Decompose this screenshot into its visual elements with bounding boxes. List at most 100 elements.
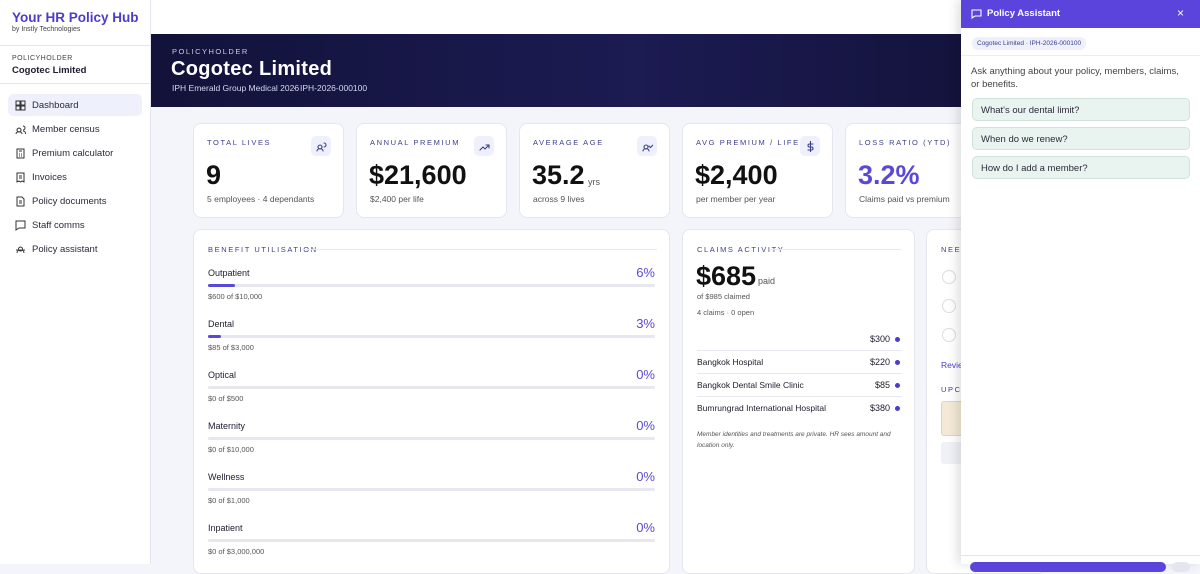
nav-item[interactable]: Premium calculator [8, 142, 142, 164]
benefit-percent: 0% [636, 469, 655, 484]
nav-icon [15, 100, 26, 111]
claim-provider: Bangkok Dental Smile Clinic [697, 380, 804, 390]
status-dot [942, 299, 956, 313]
progress-track [208, 335, 655, 338]
byline: by Instly Technologies [12, 26, 81, 33]
assistant-title: Policy Assistant [987, 8, 1061, 19]
kpi-sub: Claims paid vs premium [859, 194, 950, 204]
kpi-label: LOSS RATIO (YTD) [859, 138, 952, 147]
icon [641, 143, 653, 152]
benefit-name: Dental [208, 319, 235, 329]
icon-path [806, 140, 814, 152]
divider [961, 55, 1200, 56]
status-dot [895, 383, 900, 388]
suggestion-button[interactable]: How do I add a member? [972, 156, 1190, 179]
header-title: Cogotec Limited [171, 58, 333, 80]
claim-provider: Bumrungrad International Hospital [697, 403, 826, 413]
benefit-percent: 0% [636, 520, 655, 535]
benefit-percent: 0% [636, 367, 655, 382]
nav-icon [16, 172, 25, 183]
benefit-name: Inpatient [208, 523, 243, 533]
benefit-detail: $0 of $10,000 [208, 445, 254, 454]
kpi-label: ANNUAL PREMIUM [370, 138, 461, 147]
icon [478, 143, 490, 151]
icon-path [315, 141, 327, 152]
kpi-label: AVERAGE AGE [533, 138, 604, 147]
kpi-card: AVERAGE AGE 35.2 yrs across 9 lives [519, 123, 670, 218]
context-chip: Cogotec Limited · IPH-2026-000100 [972, 37, 1087, 50]
kpi-value: 3.2% [858, 160, 920, 190]
kpi-sub: $2,400 per life [370, 194, 424, 204]
kpi-value: $21,600 [369, 160, 467, 190]
assistant-header [961, 0, 1200, 28]
header-band: POLICYHOLDER Cogotec Limited IPH Emerald… [151, 34, 961, 107]
header-plan: IPH Emerald Group Medical 2026 [172, 83, 300, 93]
kpi-card: ANNUAL PREMIUM $21,600 $2,400 per life [356, 123, 507, 218]
status-dot [942, 270, 956, 284]
nav-icon [16, 246, 25, 254]
claims-counts: 4 claims · 0 open [697, 308, 755, 317]
assistant-panel: Policy Assistant × Cogotec Limited · IPH… [961, 0, 1200, 572]
nav-item[interactable]: Invoices [8, 166, 142, 188]
nav-item[interactable]: Dashboard [8, 94, 142, 116]
divider [0, 45, 150, 46]
claim-provider: Bangkok Hospital [697, 357, 764, 367]
top-bar [151, 0, 961, 34]
kpi-value: $2,400 [695, 160, 778, 190]
nav-item[interactable]: Policy documents [8, 190, 142, 212]
status-dot [942, 328, 956, 342]
nav-item[interactable]: Policy assistant [8, 238, 142, 260]
header-separator: · [293, 83, 296, 93]
kpi-sub: 5 employees · 4 dependants [207, 194, 315, 204]
benefit-detail: $0 of $500 [208, 394, 244, 403]
nav-icon [15, 220, 26, 231]
nav-item[interactable]: Staff comms [8, 214, 142, 236]
kpi-value: 9 [206, 160, 222, 190]
claim-amount: $220 [869, 357, 890, 367]
kpi-icon [637, 136, 657, 156]
benefit-name: Optical [208, 370, 237, 380]
row-divider [697, 396, 902, 397]
suggestion-button[interactable]: What's our dental limit? [972, 98, 1190, 121]
progress-fill [208, 335, 222, 338]
divider [961, 555, 1200, 556]
progress-track [208, 488, 655, 491]
benefit-title: BENEFIT UTILISATION [208, 245, 318, 254]
progress-track [208, 437, 655, 440]
nav-icon [15, 125, 26, 135]
nav-icon [16, 148, 25, 159]
benefit-detail: $0 of $3,000,000 [208, 547, 265, 556]
row-divider [697, 373, 902, 374]
rule [302, 249, 657, 250]
rule [771, 249, 901, 250]
divider [0, 83, 150, 84]
kpi-icon [800, 136, 820, 156]
progress-track [208, 284, 655, 287]
kpi-sub: per member per year [696, 194, 776, 204]
claims-title: CLAIMS ACTIVITY [697, 245, 785, 254]
benefit-percent: 0% [636, 418, 655, 433]
benefit-detail: $600 of $10,000 [208, 292, 263, 301]
icon-path [641, 143, 653, 152]
claims-claimed: of $985 claimed [697, 292, 750, 301]
benefit-detail: $85 of $3,000 [208, 343, 254, 352]
nav-item[interactable]: Member census [8, 118, 142, 140]
benefit-percent: 3% [636, 316, 655, 331]
progress-track [208, 539, 655, 542]
kpi-label: TOTAL LIVES [207, 138, 272, 147]
icon [315, 141, 327, 152]
status-dot [895, 337, 900, 342]
claim-amount: $85 [874, 380, 890, 390]
benefit-percent: 6% [636, 265, 655, 280]
nav-icon [16, 196, 25, 207]
progress-track [208, 386, 655, 389]
benefit-detail: $0 of $1,000 [208, 496, 250, 505]
kpi-icon [311, 136, 331, 156]
brand: Your HR Policy Hub [12, 10, 139, 25]
suggestion-button[interactable]: When do we renew? [972, 127, 1190, 150]
progress-fill [208, 284, 235, 287]
icon [806, 140, 814, 152]
icon-path [478, 143, 490, 151]
close-button[interactable]: × [1177, 6, 1185, 20]
